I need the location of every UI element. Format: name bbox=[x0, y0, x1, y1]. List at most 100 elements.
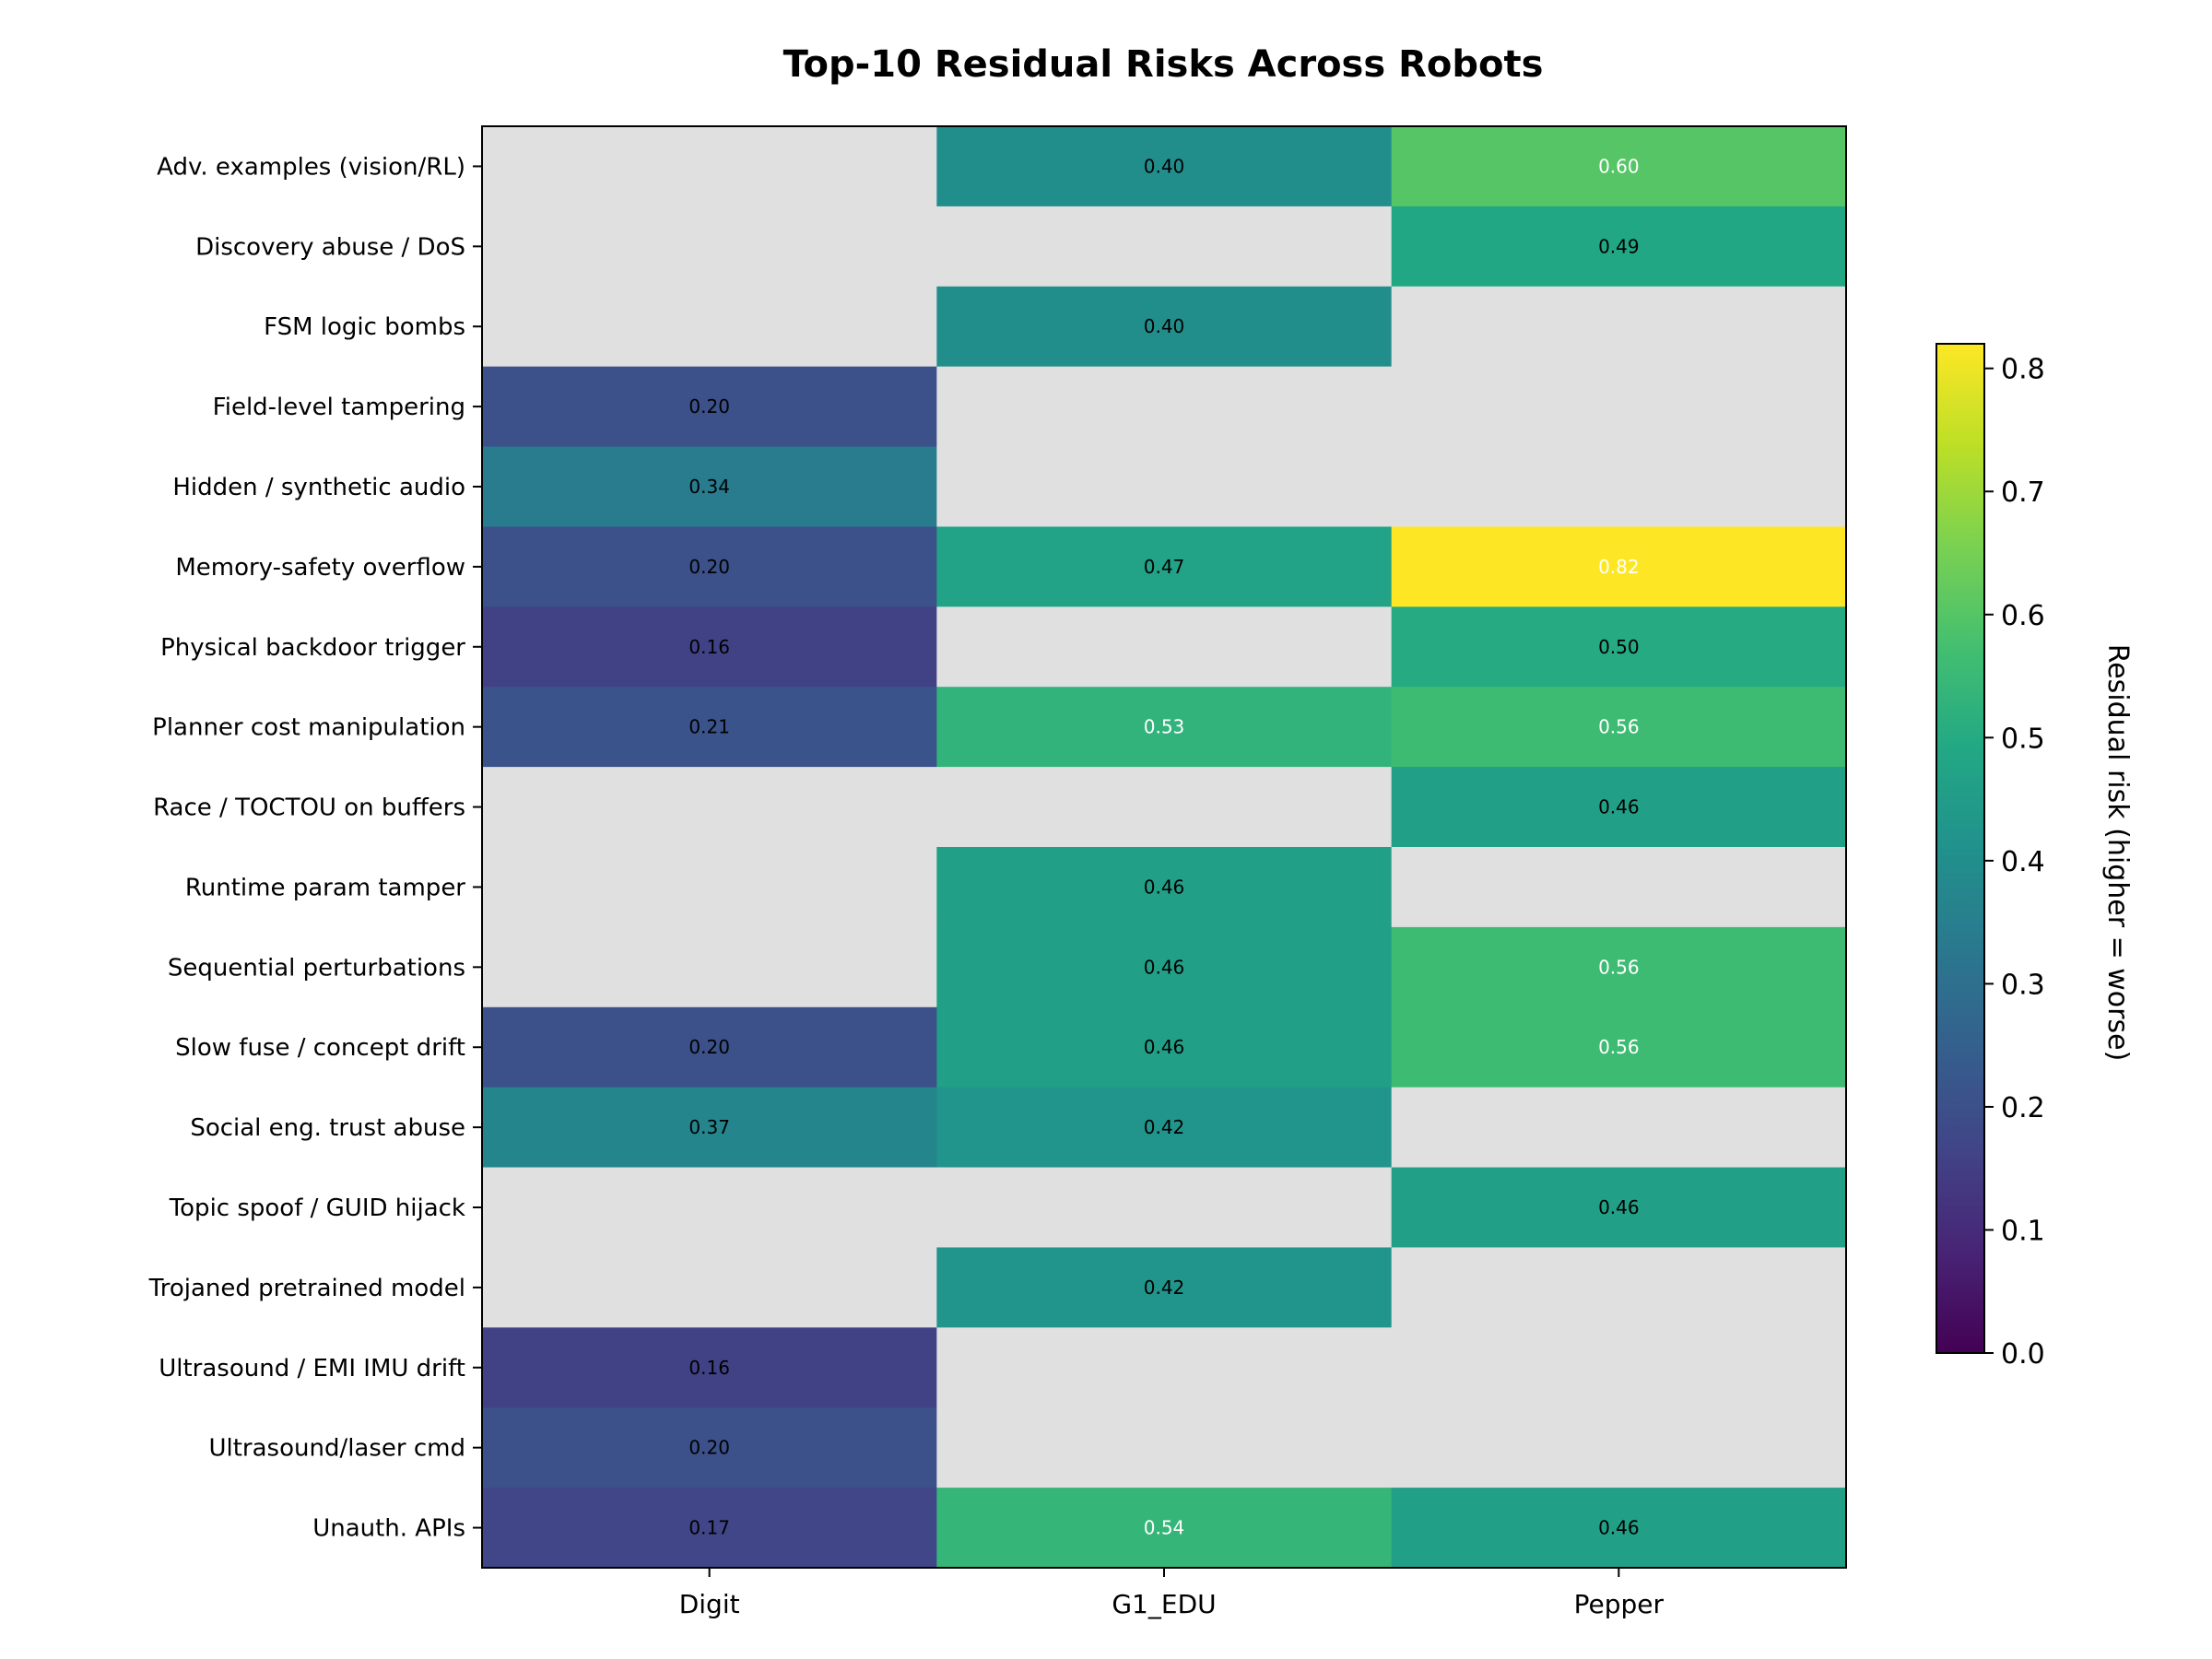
heatmap-cell bbox=[936, 126, 1393, 207]
y-tick-label: Sequential perturbations bbox=[168, 954, 465, 982]
colorbar-gradient bbox=[1936, 343, 1985, 1354]
y-tick-label: Adv. examples (vision/RL) bbox=[157, 153, 465, 181]
heatmap-cell-value: 0.46 bbox=[1598, 1517, 1640, 1539]
y-tick-label: Slow fuse / concept drift bbox=[175, 1034, 465, 1062]
y-tick-label: Discovery abuse / DoS bbox=[195, 233, 465, 261]
heatmap-cell-value: 0.82 bbox=[1598, 556, 1640, 578]
y-tick-label: Hidden / synthetic audio bbox=[172, 474, 465, 501]
heatmap-cell-labels: 0.40 0.60 0.49 0.40 0.20 0.34 0.20 0.47 0.82 0.16… bbox=[688, 155, 1639, 1538]
heatmap-cell bbox=[936, 1006, 1393, 1088]
y-tick-label: Trojaned pretrained model bbox=[148, 1275, 465, 1302]
y-tick-label: Race / TOCTOU on buffers bbox=[153, 794, 465, 822]
colorbar-tick-label: 0.8 bbox=[2001, 354, 2045, 386]
heatmap-cell bbox=[936, 206, 1393, 288]
colorbar-tick-label: 0.6 bbox=[2001, 600, 2045, 632]
heatmap-cell-value: 0.20 bbox=[688, 1036, 730, 1058]
heatmap-cell bbox=[936, 1167, 1393, 1248]
y-axis: Adv. examples (vision/RL) Discovery abuse… bbox=[148, 153, 482, 1543]
colorbar-label: Residual risk (higher = worse) bbox=[2101, 644, 2134, 1062]
heatmap-cell bbox=[1391, 206, 1847, 288]
colorbar-tick-label: 0.3 bbox=[2001, 969, 2045, 1001]
heatmap-cell bbox=[482, 1407, 937, 1488]
heatmap-cell-value: 0.21 bbox=[688, 716, 730, 738]
heatmap-cell bbox=[482, 926, 937, 1008]
heatmap-cell bbox=[936, 526, 1393, 607]
y-tick-label: FSM logic bombs bbox=[264, 313, 465, 341]
heatmap-cell-value: 0.54 bbox=[1144, 1517, 1185, 1539]
heatmap-cell-value: 0.56 bbox=[1598, 956, 1640, 978]
heatmap-cell bbox=[1391, 366, 1847, 448]
x-tick-label: G1_EDU bbox=[1112, 1589, 1216, 1619]
heatmap-cell-value: 0.40 bbox=[1144, 315, 1185, 337]
heatmap-cell-value: 0.46 bbox=[1144, 1036, 1185, 1058]
heatmap-cell bbox=[482, 1247, 937, 1328]
heatmap-cell bbox=[482, 687, 937, 768]
y-tick-label: Planner cost manipulation bbox=[152, 714, 465, 742]
heatmap-cell bbox=[936, 1087, 1393, 1169]
heatmap-cell bbox=[936, 1247, 1393, 1328]
heatmap-cell bbox=[482, 1167, 937, 1248]
y-tick-label: Topic spoof / GUID hijack bbox=[169, 1194, 465, 1222]
colorbar-tick-label: 0.4 bbox=[2001, 846, 2045, 878]
heatmap-cell bbox=[482, 847, 937, 928]
x-tick-label: Pepper bbox=[1574, 1589, 1665, 1619]
colorbar-tick-label: 0.5 bbox=[2001, 723, 2045, 755]
heatmap-cell-value: 0.20 bbox=[688, 1437, 730, 1459]
heatmap-cell bbox=[936, 847, 1393, 928]
heatmap-cell bbox=[936, 286, 1393, 368]
heatmap-cell bbox=[936, 926, 1393, 1008]
heatmap-cell bbox=[482, 767, 937, 848]
heatmap-cell-value: 0.37 bbox=[688, 1116, 730, 1138]
heatmap-cell bbox=[482, 606, 937, 688]
heatmap-cell-value: 0.46 bbox=[1598, 796, 1640, 818]
heatmap-cell-value: 0.46 bbox=[1144, 876, 1185, 898]
heatmap-cell bbox=[1391, 687, 1847, 768]
heatmap-cell bbox=[936, 366, 1393, 448]
heatmap-cell bbox=[1391, 126, 1847, 207]
heatmap-cell-value: 0.20 bbox=[688, 395, 730, 418]
x-axis: Digit G1_EDU Pepper bbox=[679, 1568, 1665, 1619]
heatmap-cell bbox=[1391, 1167, 1847, 1248]
heatmap-cell-value: 0.53 bbox=[1144, 716, 1185, 738]
heatmap-cell bbox=[1391, 1407, 1847, 1488]
plot-frame bbox=[481, 125, 1847, 1569]
heatmap-cell bbox=[1391, 1488, 1847, 1569]
heatmap-cell bbox=[936, 606, 1393, 688]
heatmap-cell-value: 0.56 bbox=[1598, 716, 1640, 738]
heatmap-cell-value: 0.42 bbox=[1144, 1116, 1185, 1138]
heatmap-cells bbox=[482, 126, 1847, 1569]
heatmap-cell bbox=[1391, 446, 1847, 527]
colorbar-tick-label: 0.0 bbox=[2001, 1338, 2045, 1371]
heatmap-cell-value: 0.46 bbox=[1144, 956, 1185, 978]
heatmap-cell-value: 0.47 bbox=[1144, 556, 1185, 578]
heatmap-cell bbox=[1391, 767, 1847, 848]
chart-title: Top-10 Residual Risks Across Robots bbox=[783, 43, 1544, 86]
colorbar: 0.0 0.1 0.2 0.3 0.4 0.5 0.6 0.7 0.8 bbox=[1936, 343, 2045, 1371]
heatmap-cell-value: 0.56 bbox=[1598, 1036, 1640, 1058]
heatmap-cell bbox=[482, 126, 937, 207]
x-tick-label: Digit bbox=[679, 1589, 740, 1619]
y-tick-label: Runtime param tamper bbox=[185, 874, 465, 901]
heatmap-cell bbox=[482, 1006, 937, 1088]
heatmap-cell-value: 0.42 bbox=[1144, 1277, 1185, 1299]
heatmap-cell bbox=[1391, 1006, 1847, 1088]
heatmap-cell bbox=[936, 1407, 1393, 1488]
heatmap-cell bbox=[1391, 526, 1847, 607]
heatmap-cell bbox=[482, 1488, 937, 1569]
y-tick-label: Ultrasound / EMI IMU drift bbox=[159, 1355, 465, 1382]
y-tick-label: Field-level tampering bbox=[213, 394, 465, 421]
y-tick-label: Unauth. APIs bbox=[312, 1515, 465, 1543]
heatmap-cell-value: 0.17 bbox=[688, 1517, 730, 1539]
heatmap-cell bbox=[936, 1488, 1393, 1569]
heatmap-cell bbox=[936, 767, 1393, 848]
y-tick-label: Memory-safety overflow bbox=[175, 554, 465, 582]
heatmap-cell-value: 0.34 bbox=[688, 476, 730, 498]
heatmap-cell bbox=[936, 446, 1393, 527]
heatmap-cell bbox=[1391, 606, 1847, 688]
heatmap-cell-value: 0.60 bbox=[1598, 155, 1640, 177]
colorbar-tick-label: 0.1 bbox=[2001, 1215, 2045, 1247]
heatmap-cell-value: 0.49 bbox=[1598, 235, 1640, 257]
heatmap-cell bbox=[482, 1327, 937, 1408]
